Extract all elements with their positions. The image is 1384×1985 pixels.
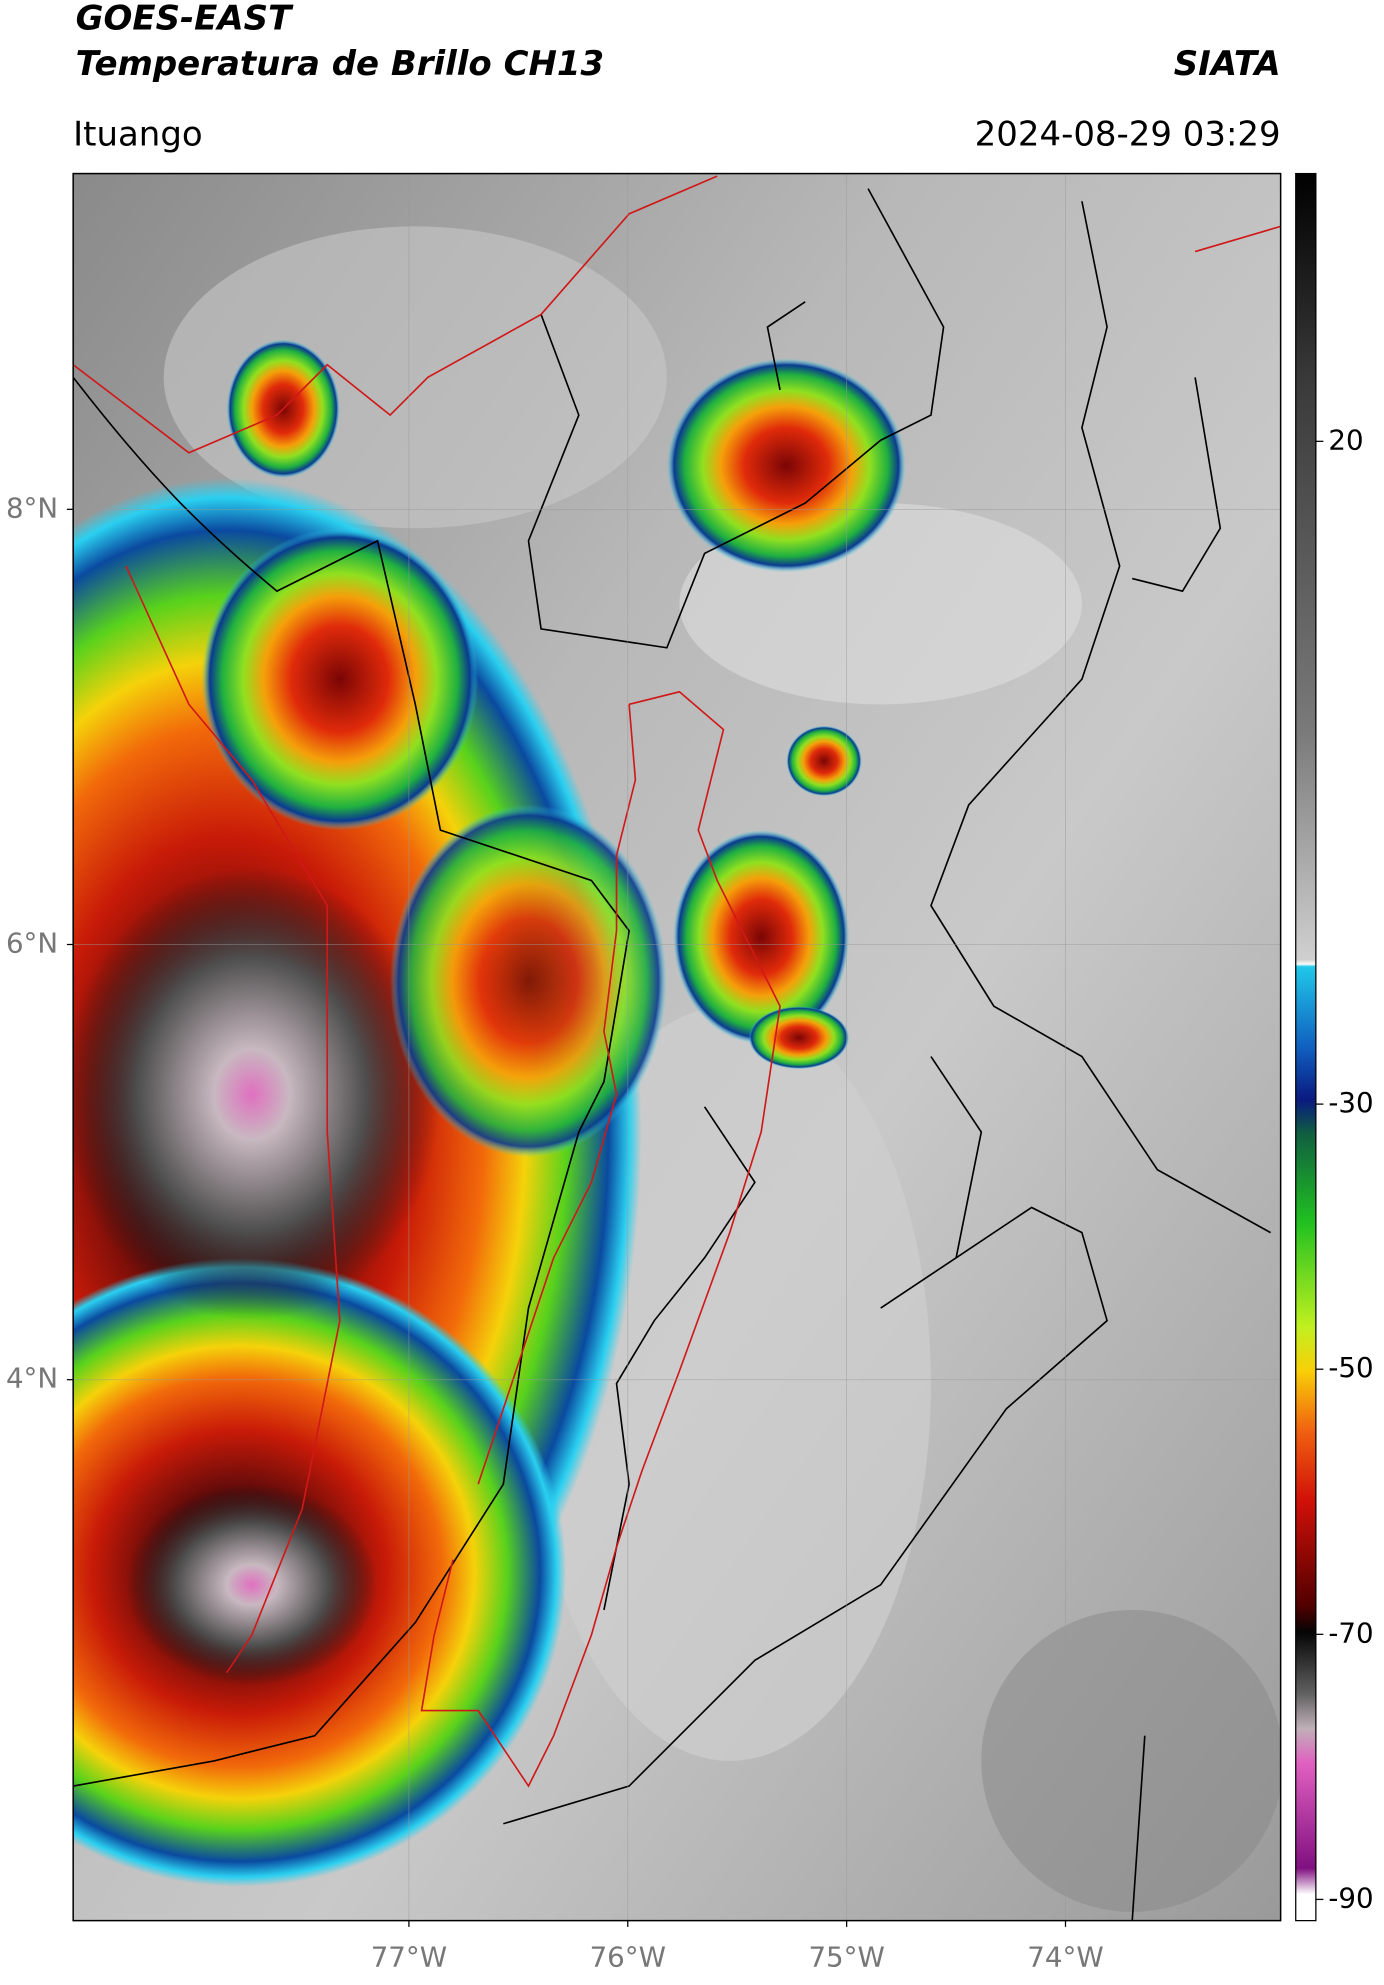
y-tick-label: 8°N <box>6 491 58 524</box>
y-tick-label: 6°N <box>6 927 58 960</box>
grid <box>73 173 1281 1921</box>
title: GOES-EAST <box>76 0 294 39</box>
colorbar-tick-label: 20 <box>1328 423 1363 456</box>
subtitle: Temperatura de Brillo CH13 <box>76 44 604 84</box>
colorbar-tick-label: -70 <box>1328 1616 1373 1649</box>
map-image <box>73 173 1281 1921</box>
x-tick-label: 75°W <box>808 1940 884 1973</box>
x-tick-label: 74°W <box>1027 1940 1103 1973</box>
colorbar-tick-label: -50 <box>1328 1351 1373 1384</box>
colorbar-tick-label: -90 <box>1328 1881 1373 1914</box>
datetime: 2024-08-29 03:29 <box>975 114 1281 154</box>
brand: SIATA <box>1174 44 1281 84</box>
y-tick-label: 4°N <box>6 1362 58 1395</box>
x-tick-label: 76°W <box>590 1940 666 1973</box>
map-frame <box>72 172 1282 1922</box>
colorbar-tick-label: -30 <box>1328 1086 1373 1119</box>
location: Ituango <box>73 114 203 154</box>
x-tick-label: 77°W <box>371 1940 447 1973</box>
colorbar <box>1295 172 1317 1922</box>
